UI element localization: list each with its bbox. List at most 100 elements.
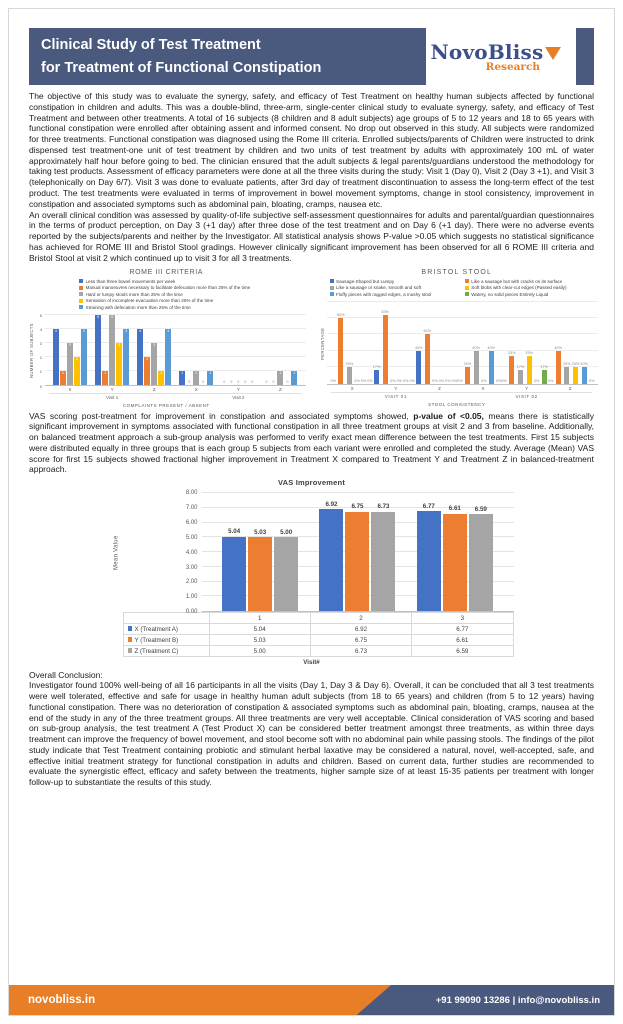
legend-item: Watery, no solid pieces Entirely Liquid	[464, 292, 592, 297]
bar-value-label: 0	[237, 379, 240, 384]
bar-slot: 0	[263, 315, 269, 385]
bar-slot: 0%	[481, 302, 487, 384]
bar: 4	[123, 328, 130, 385]
bar-cluster: 0% 20% 40% 0% 40% 0%	[457, 302, 501, 384]
x-axis-title: COMPLAINTS PRESENT / ABSENT	[122, 402, 210, 408]
bar	[382, 315, 388, 384]
bar-value-label: 0%	[389, 378, 396, 383]
bar-value-label: 1	[293, 371, 296, 375]
bar-slot: 40%	[415, 302, 423, 384]
bar-value-label: 0	[223, 379, 226, 384]
gridline	[45, 355, 306, 357]
bar-slot: 33%	[525, 302, 533, 384]
bar-slot: 0%	[432, 302, 438, 384]
series-name: Y (Treatment B)	[134, 636, 179, 644]
bar-slot: 2	[144, 315, 151, 385]
y-tick-label: 4.00	[185, 549, 198, 556]
bar-cluster: 4 2 3 1 4	[137, 315, 172, 385]
conclusion-heading: Overall Conclusion:	[29, 670, 103, 681]
bar-value-label: 5	[97, 315, 100, 319]
bar-slot: 5.04	[222, 493, 247, 612]
legend-item: Less than three bowel movements per week	[79, 279, 306, 284]
bar-cluster: 4 1 3 2 4	[53, 315, 88, 385]
x-category-label: X	[68, 387, 72, 392]
bar-slot: 0%	[452, 302, 458, 384]
table-value-cell: 6.61	[411, 634, 514, 647]
bar	[581, 367, 587, 384]
bar-slot: 3	[151, 315, 158, 385]
logo-wordmark-row: NovoBliss	[430, 40, 562, 64]
table-value-cell: 6.59	[411, 645, 514, 658]
bar-slot: 5	[109, 314, 116, 385]
bar-value-label: 4	[167, 329, 170, 333]
bar	[526, 356, 532, 384]
legend-label: Sausage-Shaped but Lumpy	[336, 278, 395, 284]
bar-value-label: 5	[111, 315, 114, 319]
legend-swatch-icon	[329, 279, 334, 283]
bar	[371, 511, 396, 612]
bar: 4	[137, 328, 144, 385]
bar-value-label: 20%	[571, 362, 580, 367]
gridline	[326, 366, 599, 368]
bar: 3	[151, 342, 158, 385]
legend-swatch-icon	[127, 648, 132, 653]
legend-label: Less than three bowel movements per week	[85, 278, 176, 284]
y-tick-label: 5	[39, 312, 42, 318]
x-category-label: 2	[309, 612, 413, 625]
legend-swatch-icon	[79, 305, 83, 309]
bar-slot: 6.73	[371, 493, 396, 612]
bar-cluster: 0% 80% 20% 0% 0% 0%	[331, 302, 373, 384]
bar-slot: 1	[207, 315, 214, 385]
legend-swatch-icon	[464, 292, 469, 296]
bar-cluster: 6.77 6.61 6.59	[416, 493, 493, 612]
bar-slot: 5.03	[248, 493, 273, 612]
bar-slot: 6.92	[319, 493, 344, 612]
bar-value-label: 0%	[396, 378, 402, 383]
header-banner: Clinical Study of Test Treatment for Tre…	[29, 28, 426, 85]
bar-value-label: 40%	[472, 345, 480, 350]
bar	[424, 334, 430, 384]
legend-item: Like a sausage or snake, smooth and soft	[329, 285, 457, 290]
bar-slot: 20%	[464, 302, 471, 384]
x-axis-title: Visit#	[303, 659, 320, 667]
legend-swatch-icon	[127, 637, 132, 642]
x-category-label: 3	[411, 612, 514, 625]
bar-slot: 0%	[390, 302, 396, 384]
bar-value-label: 1	[209, 371, 212, 375]
legend-item: Manual manoeuvres necessary to facilitat…	[79, 285, 306, 290]
bar-slot: 0%	[589, 302, 595, 384]
bar-slot: 40%	[554, 302, 562, 384]
bar: 3	[116, 342, 123, 385]
bar-value-label: 6.59	[474, 505, 487, 513]
bar-slot: 0%	[409, 302, 415, 384]
bar-slot: 0	[284, 315, 290, 385]
bar-slot: 1	[179, 315, 186, 385]
bar-value-label: 1	[160, 371, 163, 375]
x-category-label: X	[350, 386, 354, 391]
gridline	[45, 341, 306, 343]
bar	[473, 350, 479, 384]
bar	[274, 537, 299, 612]
bar	[338, 317, 344, 384]
bar	[488, 350, 494, 384]
table-value-cell: 6.92	[309, 623, 413, 636]
table-row: Y (Treatment B) 5.03 6.75 6.61	[122, 634, 514, 647]
bar-value-label: 4	[55, 329, 57, 333]
x-category-label: 1	[208, 612, 311, 625]
bar-cluster: 0% 40% 20% 20% 20% 0%	[548, 302, 594, 384]
chart-plot-row: Mean Value 0.00 1.00 2.00 3.00 4.00 5.00 6.00 7.…	[110, 490, 514, 615]
bar-slot: 0%	[534, 302, 540, 384]
x-group-cells: Visit 1 Visit 2	[45, 392, 306, 400]
series-name: X (Treatment A)	[134, 625, 178, 633]
bar-cluster: 5.04 5.03 5.00	[222, 493, 299, 612]
bar	[416, 511, 441, 612]
rome-iii-chart: ROME III CRITERIA Less than three bowel m…	[21, 269, 312, 408]
y-tick-label: 1.00	[185, 594, 198, 601]
gridline	[326, 333, 599, 335]
bar-slot: 5.00	[274, 493, 299, 612]
bar	[442, 513, 467, 612]
